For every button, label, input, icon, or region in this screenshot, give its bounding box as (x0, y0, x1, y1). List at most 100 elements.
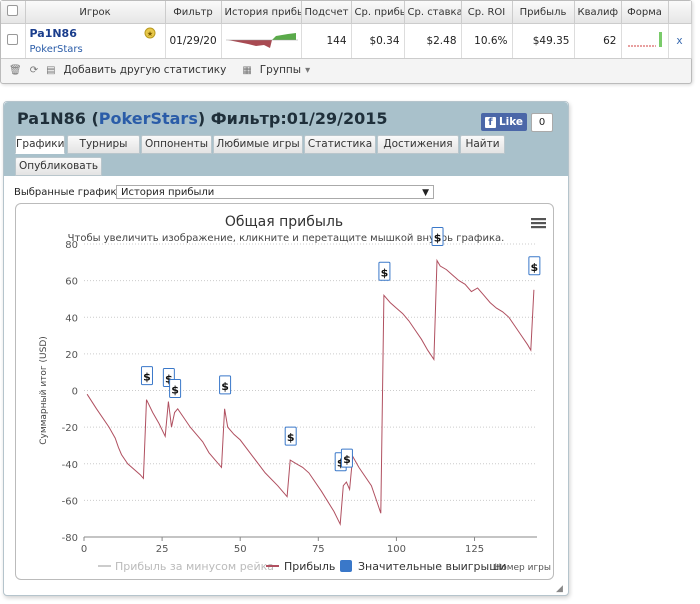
select-all-checkbox[interactable] (7, 5, 19, 16)
facebook-like-button[interactable]: f Like (481, 113, 527, 131)
header-count[interactable]: Подсчет (301, 1, 352, 24)
x-tick-label: 25 (156, 544, 169, 555)
chart-container[interactable]: Общая прибыль Чтобы увеличить изображение… (15, 203, 554, 580)
big-win-flag-label: $ (337, 457, 345, 470)
svg-text:★: ★ (147, 30, 153, 38)
big-win-flag (378, 261, 391, 281)
header-empty (668, 1, 692, 24)
table-row[interactable]: Pa1N86 PokerStars 01/29/20 144 $0.34 $2.… (1, 23, 692, 59)
badge-icon: ★ (144, 27, 156, 39)
header-avg-profit[interactable]: Ср. прибь (351, 1, 405, 24)
big-win-flag-label: $ (221, 380, 229, 393)
tab-statistics[interactable]: Статистика (304, 135, 376, 154)
x-tick-label: 0 (81, 544, 87, 555)
form-cell (621, 23, 669, 59)
y-tick-label: -80 (62, 533, 78, 544)
legend-wins-label: Значительные выигрыши (358, 560, 506, 573)
big-win-flag (219, 375, 232, 395)
chevron-down-icon[interactable]: ▾ (305, 64, 311, 76)
header-filter[interactable]: Фильтр (165, 1, 222, 24)
big-win-flag (169, 378, 182, 398)
big-win-flag (340, 448, 353, 468)
title-filter: Фильтр:01/29/2015 (210, 109, 388, 128)
big-win-flag-label: $ (143, 371, 151, 384)
chart-select-value: История прибыли (121, 187, 215, 198)
big-win-flag (431, 226, 444, 246)
y-tick-label: 40 (65, 313, 78, 324)
panel-header: Pa1N86 (PokerStars) Фильтр:01/29/2015 f … (4, 102, 568, 176)
legend-rake-label: Прибыль за минусом рейка (115, 560, 274, 573)
tab-find[interactable]: Найти (460, 135, 505, 154)
title-site-link[interactable]: PokerStars (98, 109, 198, 128)
y-axis-label: Суммарный итог (USD) (39, 336, 49, 445)
tab-opponents[interactable]: Оппоненты (141, 135, 212, 154)
big-win-flag-label: $ (531, 261, 539, 274)
profit-series-line (86, 258, 535, 527)
avg-roi-cell: 10.6% (461, 23, 513, 59)
title-open-paren: ( (91, 109, 99, 128)
big-win-flag-label: $ (287, 431, 295, 444)
tab-achievements[interactable]: Достижения (377, 135, 459, 154)
big-win-flag-label: $ (165, 372, 173, 385)
y-tick-label: -60 (62, 496, 78, 507)
big-win-flag (140, 366, 153, 386)
groups-button[interactable]: Группы (259, 64, 302, 76)
y-tick-label: 0 (72, 387, 78, 398)
like-count: 0 (531, 113, 553, 132)
header-avg-stake[interactable]: Ср. ставка (404, 1, 462, 24)
player-panel: Pa1N86 (PokerStars) Фильтр:01/29/2015 f … (3, 101, 569, 596)
select-all-checkbox-cell[interactable] (1, 1, 26, 24)
like-label: Like (498, 116, 524, 128)
chart-subtitle: Чтобы увеличить изображение, кликните и … (68, 233, 505, 244)
header-history[interactable]: История прибы (221, 1, 302, 24)
add-stats-button[interactable]: Добавить другую статистику (63, 64, 227, 76)
profit-chart[interactable]: Общая прибыль Чтобы увеличить изображение… (16, 204, 553, 579)
big-win-flag-label: $ (171, 383, 179, 396)
legend-profit-label: Прибыль (284, 560, 335, 573)
player-cell: Pa1N86 PokerStars (25, 23, 166, 59)
trash-icon[interactable]: 🗑 (9, 64, 22, 76)
stats-toolbar: 🗑 ⟳ ▤ Добавить другую статистику ▦ Групп… (1, 59, 699, 81)
avg-profit-cell: $0.34 (351, 23, 405, 59)
header-profit[interactable]: Прибыль (512, 1, 575, 24)
y-tick-label: 80 (65, 240, 78, 251)
x-tick-label: 125 (465, 544, 484, 555)
x-tick-label: 100 (387, 544, 406, 555)
chart-title: Общая прибыль (225, 214, 343, 230)
profit-cell: $49.35 (512, 23, 575, 59)
header-qualif[interactable]: Квалиф (574, 1, 622, 24)
tab-publish[interactable]: Опубликовать (15, 157, 102, 176)
chart-select[interactable]: История прибыли ▼ (116, 185, 434, 199)
header-avg-roi[interactable]: Ср. ROI (461, 1, 513, 24)
y-tick-label: 60 (65, 277, 78, 288)
history-sparkline-cell (221, 23, 302, 59)
big-win-flag-label: $ (381, 266, 389, 279)
row-checkbox[interactable] (7, 34, 19, 45)
big-win-flag (528, 256, 541, 276)
legend-wins-swatch (340, 560, 352, 572)
header-form[interactable]: Форма (621, 1, 669, 24)
chart-icon: ▤ (46, 64, 56, 76)
remove-row-button[interactable]: x (668, 23, 692, 59)
chevron-down-icon: ▼ (422, 188, 429, 198)
tab-tournaments[interactable]: Турниры (67, 135, 140, 154)
count-cell: 144 (301, 23, 352, 59)
big-win-flag (284, 426, 297, 446)
panel-title: Pa1N86 (PokerStars) Фильтр:01/29/2015 (17, 109, 388, 128)
refresh-icon[interactable]: ⟳ (29, 64, 39, 76)
tab-favorite-games[interactable]: Любимые игры (213, 135, 303, 154)
filter-cell: 01/29/20 (165, 23, 222, 59)
player-site-link[interactable]: PokerStars (29, 44, 83, 55)
tab-charts[interactable]: Графики (15, 135, 65, 154)
menu-icon[interactable] (531, 218, 546, 229)
x-axis-label: Номер игры (494, 563, 551, 573)
row-checkbox-cell[interactable] (1, 23, 26, 59)
facebook-icon: f (484, 116, 496, 128)
title-player: Pa1N86 (17, 109, 86, 128)
header-player[interactable]: Игрок (25, 1, 166, 24)
resize-grip-icon[interactable]: ◢ (556, 584, 563, 594)
player-name-link[interactable]: Pa1N86 (29, 27, 77, 40)
form-sparkline (627, 31, 662, 47)
x-tick-label: 50 (234, 544, 247, 555)
y-tick-label: -40 (62, 460, 78, 471)
